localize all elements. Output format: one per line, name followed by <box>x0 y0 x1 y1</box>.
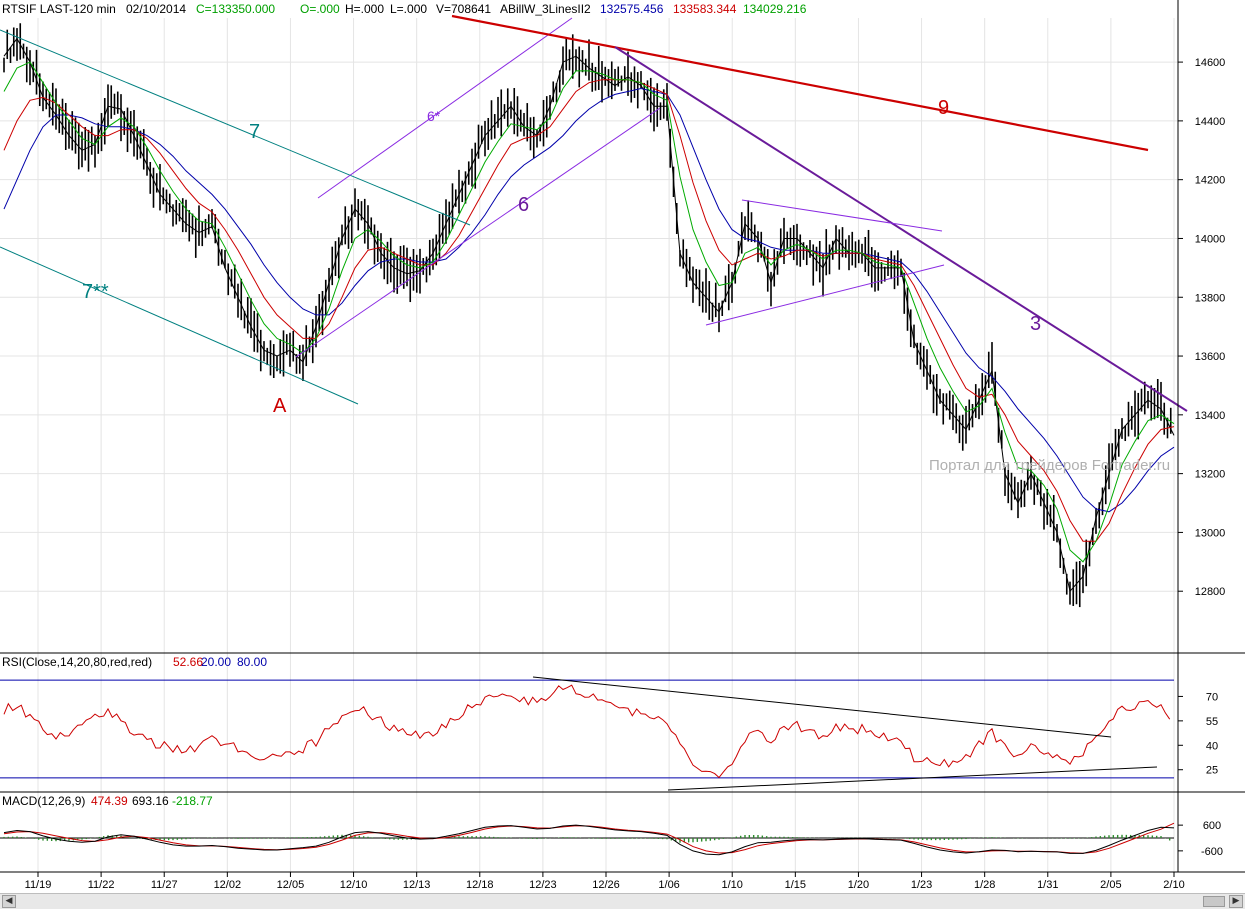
header-indicator: ABillW_3LinesII2 <box>500 2 591 16</box>
time-tick-label: 1/10 <box>722 879 743 891</box>
horizontal-scrollbar[interactable]: ◀ ▶ <box>0 893 1245 909</box>
scroll-thumb[interactable] <box>1203 896 1225 907</box>
header-high: H=.000 <box>345 2 384 16</box>
annotation-channel-6: 6 <box>518 194 529 216</box>
header-symbol: RTSIF LAST-120 min <box>2 2 116 16</box>
price-tick-label: 14600 <box>1195 57 1226 69</box>
price-tick-label: 13600 <box>1195 351 1226 363</box>
watermark: Портал для трейдеров Fortrader.ru <box>929 457 1170 474</box>
y-axis-ticks: 12800 13000 13200 13400 13600 13800 14000 14200… <box>1178 57 1225 598</box>
ma-mid-line <box>3 79 1175 542</box>
trend-line-9 <box>451 14 1149 152</box>
time-tick-label: 12/13 <box>403 879 431 891</box>
channel-6-lower <box>295 107 661 358</box>
price-tick-label: 14200 <box>1195 175 1226 187</box>
header-volume: V=708641 <box>436 2 491 16</box>
price-tick-label: 13800 <box>1195 292 1226 304</box>
price-tick-label: 13400 <box>1195 410 1226 422</box>
header-low: L=.000 <box>390 2 427 16</box>
time-tick-label: 12/05 <box>277 879 305 891</box>
rsi-label: RSI(Close,14,20,80,red,red) <box>2 655 152 669</box>
rsi-tick-label: 55 <box>1206 716 1218 728</box>
macd-v2: 693.16 <box>132 794 169 808</box>
time-tick-label: 1/31 <box>1037 879 1058 891</box>
x-axis-ticks: 11/19 11/22 11/27 12/02 12/05 12/10 12/13 12/18… <box>25 872 1185 891</box>
header-open: O=.000 <box>300 2 340 16</box>
time-tick-label: 1/06 <box>658 879 679 891</box>
macd-tick-label: 600 <box>1203 820 1221 832</box>
macd-tick-label: -600 <box>1201 846 1223 858</box>
time-tick-label: 1/20 <box>848 879 869 891</box>
ma-fast-line <box>3 61 1175 563</box>
time-tick-label: 1/15 <box>785 879 806 891</box>
macd-v3: -218.77 <box>172 794 213 808</box>
rsi-tick-label: 70 <box>1206 691 1218 703</box>
header-ind-v3: 134029.216 <box>743 2 807 16</box>
annotation-point-A: A <box>273 395 287 417</box>
macd-panel: -600 600 <box>0 820 1223 858</box>
annotation-line-9: 9 <box>938 97 949 119</box>
rsi-v1: 52.66 <box>173 655 203 669</box>
rsi-tick-label: 25 <box>1206 765 1218 777</box>
time-tick-label: 1/23 <box>911 879 932 891</box>
price-tick-label: 12800 <box>1195 586 1226 598</box>
scroll-right-icon[interactable]: ▶ <box>1229 895 1243 908</box>
header-close: C=133350.000 <box>196 2 275 16</box>
annotation-channel-6s: 6* <box>427 108 441 124</box>
trend-line-3 <box>614 46 1188 412</box>
annotation-line-3: 3 <box>1030 313 1041 335</box>
annotation-channel-7ss: 7** <box>82 281 109 303</box>
rsi-trend-lower <box>667 766 1158 791</box>
price-panel <box>0 14 1188 608</box>
header-ind-v2: 133583.344 <box>673 2 737 16</box>
channel-7-upper <box>0 29 471 226</box>
rsi-trend-upper <box>532 676 1112 738</box>
triangle-upper <box>741 199 943 232</box>
time-tick-label: 12/02 <box>214 879 242 891</box>
time-tick-label: 2/10 <box>1163 879 1184 891</box>
time-tick-label: 12/23 <box>529 879 557 891</box>
macd-v1: 474.39 <box>91 794 128 808</box>
price-tick-label: 14000 <box>1195 233 1226 245</box>
ma-slow-line <box>3 87 1175 513</box>
macd-label: MACD(12,26,9) <box>2 794 85 808</box>
header-ind-v1: 132575.456 <box>600 2 664 16</box>
time-tick-label: 12/18 <box>466 879 494 891</box>
annotation-channel-7: 7 <box>249 121 260 143</box>
time-tick-label: 11/27 <box>151 879 178 891</box>
grid-lines <box>0 18 1178 872</box>
time-tick-label: 1/28 <box>974 879 995 891</box>
macd-line <box>3 824 1175 856</box>
rsi-header: RSI(Close,14,20,80,red,red) 52.66 20.00 … <box>2 655 267 669</box>
channel-6-upper <box>317 17 573 199</box>
price-tick-label: 13200 <box>1195 469 1226 481</box>
channel-7-lower <box>0 246 359 405</box>
time-tick-label: 12/10 <box>340 879 368 891</box>
trend-lines <box>0 14 1188 412</box>
price-tick-label: 14400 <box>1195 116 1226 128</box>
rsi-v2: 20.00 <box>201 655 231 669</box>
scroll-left-icon[interactable]: ◀ <box>2 895 16 908</box>
triangle-lower <box>705 264 945 326</box>
time-tick-label: 2/05 <box>1100 879 1121 891</box>
rsi-v3: 80.00 <box>237 655 267 669</box>
header-date: 02/10/2014 <box>126 2 186 16</box>
rsi-tick-label: 40 <box>1206 740 1218 752</box>
price-close-line <box>3 37 1175 593</box>
macd-header: MACD(12,26,9) 474.39 693.16 -218.77 <box>2 794 213 808</box>
time-tick-label: 11/19 <box>25 879 52 891</box>
rsi-panel: 25 40 55 70 <box>0 676 1218 791</box>
time-tick-label: 12/26 <box>592 879 620 891</box>
rsi-line <box>3 684 1171 779</box>
price-tick-label: 13000 <box>1195 527 1226 539</box>
price-header: RTSIF LAST-120 min 02/10/2014 C=133350.0… <box>2 2 807 16</box>
time-tick-label: 11/22 <box>88 879 115 891</box>
